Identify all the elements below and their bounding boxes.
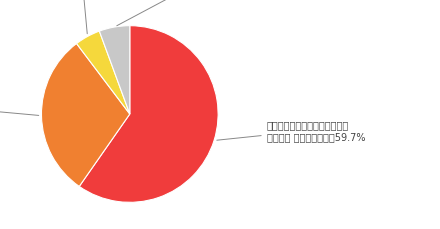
Text: コンパクトタイプのデジタルカ
メラのみ 所有している：59.7%: コンパクトタイプのデジタルカ メラのみ 所有している：59.7% (217, 120, 365, 141)
Wedge shape (79, 27, 218, 202)
Wedge shape (99, 27, 130, 114)
Wedge shape (77, 32, 130, 114)
Text: どちらも持っていない：5.6%: どちらも持っていない：5.6% (117, 0, 274, 27)
Wedge shape (41, 44, 130, 187)
Text: コンパクトタイプのデジタルカ
メラとデジタル一絡レフカメラ
両方を所有している：30%: コンパクトタイプのデジタルカ メラとデジタル一絡レフカメラ 両方を所有している：… (0, 91, 39, 124)
Text: デジタル一絡レフカメラのみ
所有している：4.7%: デジタル一絡レフカメラのみ 所有している：4.7% (43, 0, 119, 35)
